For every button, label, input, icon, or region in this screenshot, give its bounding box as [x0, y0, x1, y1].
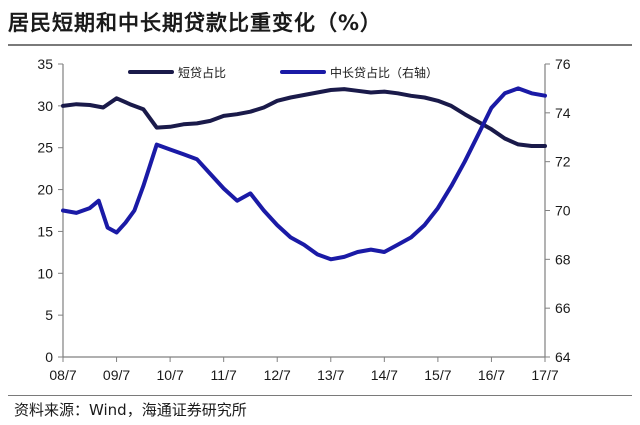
legend-label: 短贷占比	[178, 65, 226, 80]
x-tick-label: 08/7	[49, 367, 76, 383]
source-note: 资料来源：Wind，海通证券研究所	[14, 401, 247, 419]
y-left-tick-label: 20	[37, 182, 53, 198]
source-divider	[8, 395, 632, 396]
y-right-tick-label: 74	[555, 105, 571, 121]
x-tick-label: 14/7	[371, 367, 398, 383]
y-left-tick-label: 10	[37, 265, 53, 281]
x-tick-label: 11/7	[211, 367, 237, 383]
y-left-tick-label: 15	[37, 223, 53, 239]
y-left-tick-label: 25	[37, 140, 53, 156]
chart-legend: 短贷占比 中长贷占比（右轴）	[128, 65, 438, 80]
y-left-tick-label: 0	[45, 349, 53, 365]
y-right-tick-label: 66	[555, 300, 571, 316]
chart-series-lines	[61, 86, 547, 262]
y-left-tick-label: 5	[45, 307, 53, 323]
series-line-short-term-loans	[61, 87, 547, 148]
y-right-tick-label: 72	[555, 154, 571, 170]
x-tick-label: 12/7	[264, 367, 291, 383]
x-tick-label: 13/7	[317, 367, 344, 383]
chart-title: 居民短期和中长期贷款比重变化（%）	[8, 11, 383, 35]
x-tick-label: 10/7	[156, 367, 183, 383]
series-line-long-term-loans	[61, 86, 547, 262]
x-tick-label: 09/7	[103, 367, 130, 383]
y-right-tick-label: 64	[555, 349, 571, 365]
title-divider	[8, 44, 632, 46]
chart-axes: 0 5 10 15 20 25 30 35 64 66 68 70 72 74 76 08/7 09/7 10/7…	[37, 56, 570, 383]
legend-label: 中长贷占比（右轴）	[330, 65, 438, 80]
x-tick-label: 16/7	[478, 367, 505, 383]
y-left-tick-label: 30	[37, 98, 53, 114]
line-chart: 0 5 10 15 20 25 30 35 64 66 68 70 72 74 76 08/7 09/7 10/7…	[37, 56, 570, 383]
x-tick-label: 15/7	[424, 367, 451, 383]
x-tick-label: 17/7	[531, 367, 558, 383]
y-left-tick-label: 35	[37, 56, 53, 72]
y-right-tick-label: 68	[555, 251, 571, 267]
y-right-tick-label: 70	[555, 203, 571, 219]
y-right-tick-label: 76	[555, 56, 571, 72]
